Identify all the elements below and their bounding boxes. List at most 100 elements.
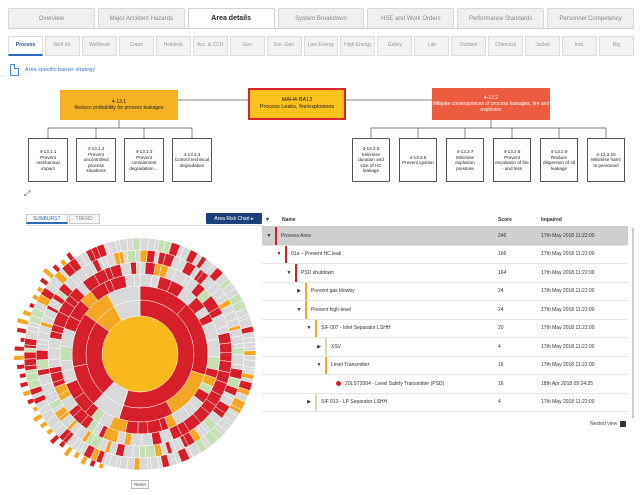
subtab-chemical[interactable]: Chemical [488, 36, 524, 56]
sunburst-segment[interactable] [22, 389, 32, 397]
barrier-child[interactable]: 4-13.2.5 Minimise duration and size of H… [352, 138, 390, 182]
subtab-inst[interactable]: Inst. [562, 36, 597, 56]
table-row[interactable]: ▶ SIF 013 - LP Separator LSHH 4 17th May 20… [262, 393, 628, 412]
sunburst-segment[interactable] [16, 363, 26, 370]
sunburst-segment[interactable] [32, 413, 44, 423]
sunburst-segment[interactable] [98, 462, 105, 470]
sunburst-segment[interactable] [79, 455, 89, 466]
sunburst-segment[interactable] [16, 317, 30, 326]
table-row[interactable]: ▼ 01a – Prevent HC leak 166 17th May 2018 1… [262, 245, 628, 264]
collapse-arrow-icon[interactable]: ▼ [276, 251, 282, 258]
collapse-arrow-icon[interactable]: ▼ [286, 269, 292, 276]
sunburst-segment[interactable] [42, 267, 55, 280]
tab-area-details[interactable]: Area details [187, 8, 275, 28]
sunburst-segment[interactable] [141, 432, 154, 447]
header-name[interactable]: Name [282, 216, 296, 223]
sunburst-segment[interactable] [126, 249, 137, 264]
sunburst-segment[interactable] [14, 345, 25, 352]
nested-view-toggle[interactable]: Nested view [590, 421, 627, 427]
collapse-arrow-icon[interactable]: ▼ [306, 325, 312, 332]
sunburst-segment[interactable] [49, 434, 60, 445]
sunburst-segment[interactable] [51, 263, 61, 273]
expand-icon[interactable]: ⤢ [24, 189, 31, 198]
sunburst-segment[interactable] [58, 440, 67, 449]
tab-performance-standards[interactable]: Performance Standards [457, 8, 545, 28]
table-row[interactable]: ▼ Level Transmitter 16 17th May 2018 11:22:… [262, 356, 628, 375]
reset-button[interactable]: Reset [131, 480, 149, 489]
sunburst-segment[interactable] [137, 421, 149, 435]
subtab-em-gen[interactable]: Em. Gen [266, 36, 302, 56]
sunburst-segment[interactable] [35, 349, 49, 361]
sunburst-segment[interactable] [35, 359, 50, 371]
sunburst-segment[interactable] [243, 346, 257, 352]
barrier-child[interactable]: 4-13.1.2 Prevent uncontrolled process si… [76, 138, 116, 182]
collapse-arrow-icon[interactable]: ▼ [296, 306, 302, 313]
tab-personnel-competency[interactable]: Personnel Competency [547, 8, 635, 28]
sunburst-segment[interactable] [28, 302, 36, 309]
barrier-child[interactable]: 4-13.2.6 Prevent ignition [399, 138, 437, 182]
sunburst-segment[interactable] [133, 457, 141, 471]
barrier-strategy-link[interactable]: Area specific barrier strategy [10, 64, 95, 76]
barrier-child[interactable]: 4-13.2.8 Prevent escalation of fire - an… [493, 138, 531, 182]
tab-sunburst[interactable]: SUNBURST [26, 214, 68, 224]
sunburst-segment[interactable] [243, 350, 257, 356]
subtab-lab[interactable]: Lab [414, 36, 450, 56]
sunburst-segment[interactable] [144, 444, 157, 459]
tab-overview[interactable]: Overview [8, 8, 95, 28]
sunburst-segment[interactable] [139, 237, 149, 251]
subtab-helideck[interactable]: Helideck [155, 36, 191, 56]
sunburst-segment[interactable] [45, 427, 54, 436]
sunburst-segment[interactable] [139, 273, 153, 288]
sunburst-segment[interactable] [16, 327, 27, 334]
sunburst-segment[interactable] [139, 249, 148, 263]
subtab-outdoor[interactable]: Outdoor [451, 36, 487, 56]
sunburst-segment[interactable] [72, 450, 81, 460]
area-risk-chart-button[interactable]: Area Risk Chart ▸ [206, 213, 262, 224]
sunburst-segment[interactable] [32, 405, 39, 413]
subtab-crane[interactable]: Crane [118, 36, 154, 56]
subtab-galley[interactable]: Galley [377, 36, 413, 56]
sunburst-segment[interactable] [59, 345, 73, 362]
sunburst-chart[interactable] [14, 228, 266, 480]
sunburst-segment[interactable] [23, 358, 37, 367]
sunburst-segment[interactable] [130, 433, 143, 447]
sunburst-segment[interactable] [219, 342, 233, 354]
header-impaired[interactable]: Impaired [541, 216, 562, 223]
barrier-child[interactable]: 4-13.2.10 Minimise harm to personnel [587, 138, 625, 182]
sunburst-segment[interactable] [26, 397, 35, 405]
subtab-wellhead[interactable]: Wellhead [81, 36, 117, 56]
table-row[interactable]: ▼ PSD shutdown 164 17th May 2018 11:22:00 [262, 264, 628, 283]
barrier-node-center[interactable]: MAH4-BA13 Process Leaks, fire/explosions [248, 88, 346, 120]
barrier-child[interactable]: 4-13.2.9 Reduce dispersion of oil leakag… [540, 138, 578, 182]
collapse-arrow-icon[interactable]: ▼ [266, 232, 272, 239]
sunburst-segment[interactable] [65, 251, 75, 262]
barrier-child[interactable]: 4-13.2.4 Control technical degradation [172, 138, 212, 182]
barrier-node-left[interactable]: 4-13.1 Reduce probability for process le… [60, 90, 178, 120]
tab-system-breakdown[interactable]: System Breakdown [277, 8, 365, 28]
sunburst-segment[interactable] [19, 372, 27, 379]
sunburst-segment[interactable] [132, 237, 141, 251]
expand-arrow-icon[interactable]: ▶ [297, 288, 301, 295]
tab-hse-work-orders[interactable]: HSE and Work Orders [367, 8, 455, 28]
tab-trend[interactable]: TREND [68, 214, 100, 224]
sunburst-segment[interactable] [135, 249, 141, 263]
table-row[interactable]: ▼ Process Area 246 17th May 2018 11:22:00 [262, 227, 628, 246]
sunburst-segment[interactable] [88, 459, 97, 468]
barrier-child[interactable]: 4-13.1.3 Prevent containment degradation… [124, 138, 164, 182]
table-row[interactable]: ▼ Prevent high-level 24 17th May 2018 11:22… [262, 301, 628, 320]
sunburst-segment[interactable] [14, 355, 25, 361]
subtab-acc-ccr[interactable]: Acc. & CCR [192, 36, 228, 56]
barrier-child[interactable]: 4-13.1.1 Prevent mechanical impact [28, 138, 68, 182]
sunburst-segment[interactable] [22, 309, 32, 318]
sunburst-segment[interactable] [47, 347, 61, 360]
tab-major-accident-hazards[interactable]: Major Accident Hazards [97, 8, 185, 28]
sunburst-segment[interactable] [39, 276, 50, 287]
sunburst-segment[interactable] [19, 337, 26, 343]
sunburst-segment[interactable] [231, 354, 245, 366]
table-row[interactable]: ▼ SIF 007 - Inlet Separator LSHH 20 17th Ma… [262, 319, 628, 338]
sunburst-segment[interactable] [206, 338, 221, 358]
subtab-well-int[interactable]: Well Int. [44, 36, 80, 56]
sunburst-segment[interactable] [139, 445, 146, 459]
sunburst-segment[interactable] [19, 381, 29, 389]
sunburst-segment[interactable] [219, 352, 233, 362]
